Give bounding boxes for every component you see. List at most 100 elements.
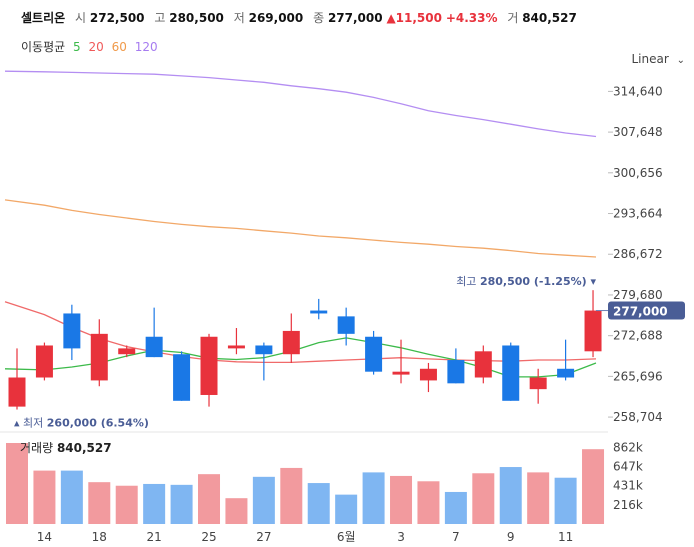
x-tick-label: 25 [201,530,216,544]
volume-bar [33,470,56,524]
volume-tick-label: 216k [613,498,643,512]
candle-down [557,368,575,378]
ma-legend-5[interactable]: 5 [73,40,81,54]
x-tick-label: 21 [147,530,162,544]
high-annotation-value: 280,500 (-1.25%) ▾ [480,275,597,288]
moving-average-legend[interactable]: 이동평균 5 20 60 120 [21,38,158,55]
volume-tick-label: 647k [613,459,643,473]
open-value: 272,500 [89,11,145,25]
volume-tick-label: 431k [613,479,643,493]
low-label: 저 [233,11,245,25]
volume-bar [362,472,385,524]
candle-up [419,368,437,381]
price-tick-label: 307,648 [613,125,663,139]
volume-tick-label: 862k [613,440,643,454]
volume-bar [417,481,440,524]
candle-up [8,377,26,407]
x-tick-label: 6월 [337,530,356,544]
volume-bar [198,474,221,524]
candle-down [447,360,465,384]
volume-bar [143,483,166,524]
volume-bar [499,467,522,524]
x-tick-label: 11 [558,530,573,544]
open-label: 시 [75,11,87,25]
volume-bar [307,483,330,524]
volume-bar [170,484,193,524]
chevron-down-icon: ⌄ [676,55,685,66]
candle-up [584,310,602,352]
current-price-tag [608,301,685,320]
candle-up [529,377,547,390]
ma60-line [4,199,597,258]
candle-down [145,336,163,358]
volume-bar [527,472,550,524]
volume-bar [335,494,358,524]
volume-value: 840,527 [57,441,112,455]
candle-down [63,313,81,349]
price-tick-label: 279,680 [613,288,663,302]
candle-up [392,371,410,375]
scale-label: Linear [631,52,669,66]
volume-bar [554,477,577,524]
x-tick-label: 3 [397,530,405,544]
candle-up [35,345,53,378]
candle-up [118,348,136,355]
candle-up [227,345,245,349]
x-tick-label: 7 [452,530,460,544]
candle-up [90,333,108,381]
volume-bar [582,449,605,524]
ma5-line [4,337,597,378]
low-annotation-value: 260,000 (6.54%) [47,417,149,430]
price-tick-label: 258,704 [613,410,663,424]
candle-down [337,316,355,334]
x-tick-label: 27 [256,530,271,544]
volume-bar [472,473,495,524]
candle-up [474,351,492,378]
volume-header-value: 840,527 [522,11,577,25]
x-tick-label: 18 [92,530,107,544]
price-tick-label: 293,664 [613,207,663,221]
change-value: 11,500 [395,11,442,25]
price-tick-label: 300,656 [613,166,663,180]
candle-up [282,330,300,355]
volume-bar [88,482,111,524]
high-value: 280,500 [169,11,224,25]
ma20-line [4,301,597,364]
volume-label: 거래량 840,527 [20,441,112,455]
ma120-line [4,70,597,138]
volume-bar [444,491,467,524]
low-value: 269,000 [248,11,304,25]
ma-legend-label: 이동평균 [21,40,66,54]
scale-selector[interactable]: Linear ⌄ [631,52,685,66]
ma-legend-120[interactable]: 120 [134,40,158,54]
candle-down [310,310,328,314]
volume-bar [280,467,303,524]
low-annotation: ▴ 최저 260,000 (6.54%) [14,417,149,430]
volume-bar [225,498,248,524]
candle-down [173,354,191,401]
candle-down [255,345,273,355]
price-tick-label: 286,672 [613,247,663,261]
ma-legend-20[interactable]: 20 [88,40,104,54]
candle-down [365,336,383,372]
candle-down [502,345,520,401]
close-label: 종 [313,11,325,25]
price-header: 셀트리온 시 272,500 고 280,500 저 269,000 종 277… [21,9,577,26]
price-tick-label: 265,696 [613,369,663,383]
high-label: 고 [154,11,166,25]
change-percent: +4.33% [445,11,498,25]
x-tick-label: 9 [507,530,515,544]
volume-bar [252,476,275,524]
x-tick-label: 14 [37,530,52,544]
volume-bar [6,443,28,524]
change-up-icon: ▲ [386,11,396,25]
candle-up [200,336,218,395]
high-annotation: 최고 280,500 (-1.25%) ▾ [456,275,596,288]
volume-bar [60,470,83,524]
price-tick-label: 272,688 [613,329,663,343]
close-value: 277,000 [327,11,383,25]
ma-legend-60[interactable]: 60 [111,40,127,54]
volume-header-label: 거 [507,11,519,25]
current-price-label: 277,000 [613,305,668,319]
